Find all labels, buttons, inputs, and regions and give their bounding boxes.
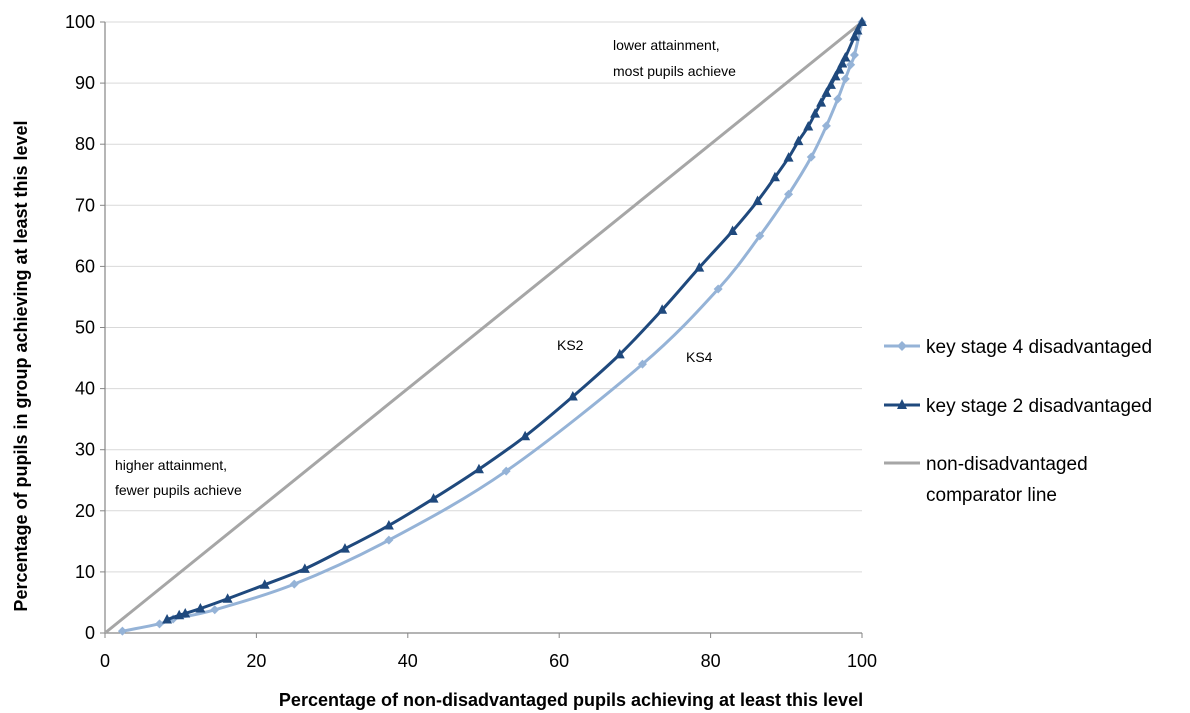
y-tick-label: 80: [75, 134, 95, 154]
x-tick-label: 80: [701, 651, 721, 671]
data-point-triangle: [339, 543, 350, 553]
series-key-stage-4-disadvantaged: [117, 17, 867, 636]
data-point-diamond: [155, 619, 165, 629]
x-tick-label: 60: [549, 651, 569, 671]
data-point-triangle: [727, 225, 738, 235]
y-tick-label: 20: [75, 501, 95, 521]
data-point-triangle: [830, 70, 841, 81]
series-line: [166, 21, 864, 621]
series-layer: [104, 16, 867, 636]
y-tick-label: 30: [75, 440, 95, 460]
legend-marker-triangle: [897, 399, 907, 409]
data-point-triangle: [769, 171, 780, 182]
data-point-triangle: [821, 87, 832, 97]
series-line: [104, 20, 863, 635]
x-tick-label: 0: [100, 651, 110, 671]
y-tick-label: 90: [75, 73, 95, 93]
data-point-triangle: [383, 519, 394, 530]
y-tick-label: 40: [75, 379, 95, 399]
y-tick-label: 100: [65, 12, 95, 32]
data-point-diamond: [289, 579, 299, 589]
y-axis-title: Percentage of pupils in group achieving …: [11, 120, 31, 611]
data-point-diamond: [210, 605, 220, 615]
legend-label-ks2: key stage 2 disadvantaged: [926, 396, 1152, 417]
data-point-diamond: [117, 626, 127, 636]
annotation-higher-attainment: higher attainment,: [115, 457, 227, 473]
data-point-triangle: [803, 120, 814, 131]
data-point-triangle: [783, 152, 794, 162]
data-point-triangle: [657, 304, 668, 314]
data-point-diamond: [784, 189, 794, 199]
data-point-triangle: [428, 493, 439, 503]
x-tick-label: 100: [847, 651, 877, 671]
x-tick-label: 20: [246, 651, 266, 671]
legend-item-comparator: non-disadvantaged comparator line: [884, 454, 1088, 506]
data-point-triangle: [752, 195, 763, 206]
data-point-diamond: [501, 466, 511, 476]
data-point-triangle: [222, 593, 233, 603]
x-tick-label: 40: [398, 651, 418, 671]
data-point-diamond: [384, 535, 394, 545]
data-point-triangle: [857, 16, 867, 26]
data-point-triangle: [473, 463, 484, 474]
legend-item-ks4: key stage 4 disadvantaged: [884, 337, 1152, 358]
legend-label-comparator-line2: comparator line: [926, 485, 1057, 506]
data-point-triangle: [816, 97, 827, 107]
data-point-triangle: [180, 607, 191, 618]
annotation-ks2: KS2: [557, 337, 584, 353]
data-point-triangle: [837, 58, 848, 68]
data-point-triangle: [834, 64, 845, 74]
y-tick-label: 70: [75, 195, 95, 215]
data-point-diamond: [833, 94, 843, 104]
annotation-fewer-pupils: fewer pupils achieve: [115, 482, 242, 498]
data-point-triangle: [849, 31, 860, 41]
data-point-diamond: [840, 74, 850, 84]
y-tick-label: 10: [75, 562, 95, 582]
legend-label-comparator-line1: non-disadvantaged: [926, 454, 1088, 475]
series-non-disadvantaged-comparator-line: [104, 20, 863, 635]
data-point-diamond: [821, 121, 831, 131]
data-point-triangle: [299, 563, 310, 573]
data-point-triangle: [162, 614, 173, 624]
legend-item-ks2: key stage 2 disadvantaged: [884, 396, 1152, 417]
x-tick-labels: 0 20 40 60 80 100: [100, 633, 877, 671]
data-point-triangle: [840, 51, 851, 62]
data-point-diamond: [806, 152, 816, 162]
annotation-lower-attainment: lower attainment,: [613, 37, 720, 53]
annotation-ks4: KS4: [686, 349, 713, 365]
y-tick-labels: 0 10 20 30 40 50 60 70 80 90 100: [65, 12, 105, 643]
legend-marker-diamond: [897, 341, 907, 351]
data-point-triangle: [852, 25, 863, 35]
data-point-triangle: [195, 603, 206, 613]
data-point-diamond: [755, 231, 765, 241]
annotation-most-pupils: most pupils achieve: [613, 63, 736, 79]
data-point-diamond: [713, 284, 723, 294]
x-axis-title: Percentage of non-disadvantaged pupils a…: [279, 690, 863, 710]
series-key-stage-2-disadvantaged: [162, 16, 867, 624]
data-point-triangle: [694, 262, 705, 272]
y-tick-label: 0: [85, 623, 95, 643]
data-point-triangle: [810, 108, 821, 118]
data-point-triangle: [825, 79, 836, 89]
y-tick-label: 50: [75, 318, 95, 338]
data-point-diamond: [846, 60, 856, 70]
legend: key stage 4 disadvantaged key stage 2 di…: [884, 337, 1152, 506]
legend-label-ks4: key stage 4 disadvantaged: [926, 337, 1152, 358]
data-point-diamond: [849, 50, 859, 60]
data-point-triangle: [793, 135, 804, 146]
data-point-triangle: [614, 348, 625, 359]
data-point-triangle: [259, 579, 270, 589]
y-tick-label: 60: [75, 256, 95, 276]
data-point-triangle: [520, 430, 531, 441]
data-point-diamond: [637, 359, 647, 369]
data-point-triangle: [567, 391, 578, 401]
